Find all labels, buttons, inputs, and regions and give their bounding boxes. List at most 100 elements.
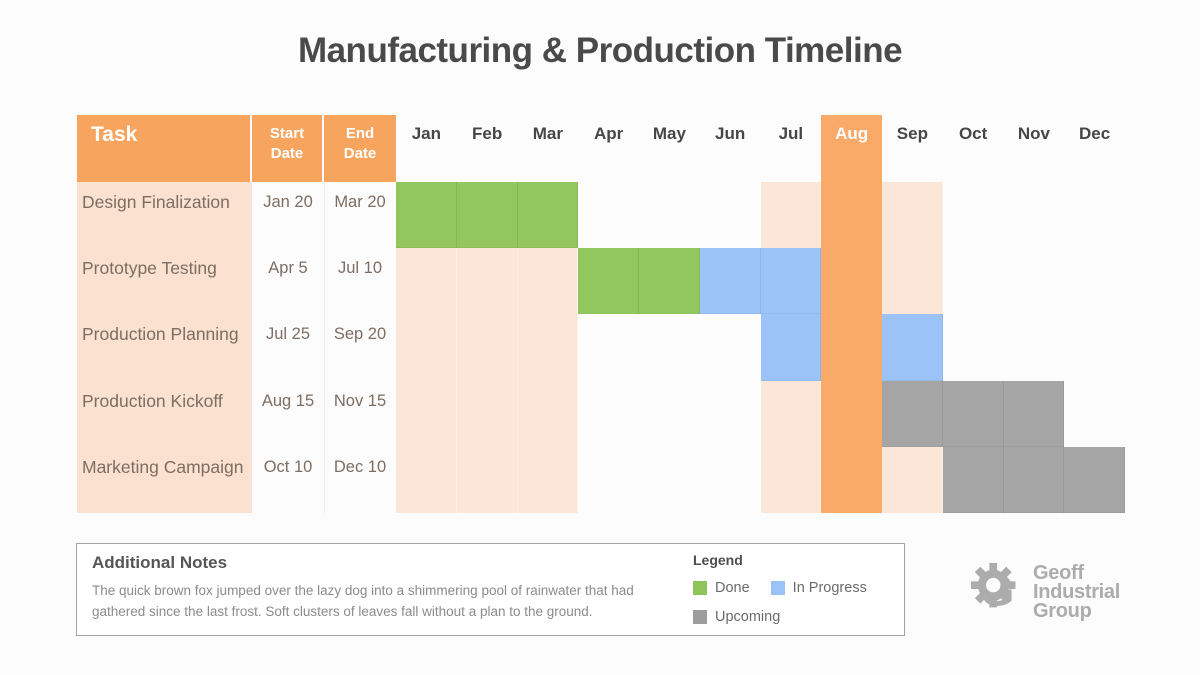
month-header-sep: Sep [896,124,928,143]
gantt-cell-empty [1064,182,1125,248]
gantt-cell-highlight [821,182,882,249]
task-name: Design Finalization [77,182,252,249]
gantt-cell-empty [639,182,700,248]
task-end-date: Sep 20 [324,314,396,380]
end-date-column-header: End Date [324,115,396,182]
task-start-date: Jan 20 [263,193,313,211]
gantt-cell-done [396,182,457,249]
gantt-cell-upcoming [882,380,943,447]
legend-item-upcoming: Upcoming [693,609,780,625]
month-header-jul: Jul [778,124,804,143]
gantt-cell-empty [943,314,1004,380]
gantt-cell-band [517,446,579,513]
gantt-cell-highlight [821,314,882,381]
gantt-cell-empty [1004,314,1065,380]
gantt-cell-band [760,446,822,513]
gantt-cell-band [882,446,943,513]
legend-item-done: Done [693,580,750,596]
gantt-cell-upcoming [1064,446,1125,513]
upcoming-swatch-icon [693,610,707,624]
task-start-date: Oct 10 [263,457,313,476]
gantt-cell-done [517,182,579,249]
start-date-column-header: Start Date [252,115,324,182]
logo-line: Group [1033,600,1092,622]
additional-notes-panel: Additional Notes The quick brown fox jum… [76,543,905,636]
gantt-cell-empty [943,248,1004,314]
gantt-cell-progress [882,314,943,381]
month-header-jun: Jun [715,124,746,143]
gantt-cell-band [517,380,579,447]
logo-line: Geoff [1033,562,1084,584]
gantt-cell-empty [1004,182,1065,248]
gantt-cell-empty [1064,314,1125,380]
month-header-may: May [652,124,686,143]
task-end-date: Jul 10 [324,248,396,314]
gantt-cell-band [517,248,579,315]
month-header-aug: Aug [821,115,882,182]
gantt-cell-empty [1004,248,1065,314]
gantt-cell-band [760,380,822,447]
month-header-dec: Dec [1079,124,1111,143]
gantt-cell-band [760,182,822,249]
task-column-header: Task [77,115,252,182]
month-header-mar: Mar [532,124,563,143]
gantt-cell-upcoming [942,380,1004,447]
gantt-cell-empty [639,381,700,447]
gantt-cell-progress [760,248,822,315]
task-end-date: Dec 10 [324,447,396,513]
company-logo: G Geoff Industrial Group [971,561,1120,624]
month-header-jan: Jan [411,124,442,143]
logo-line: Industrial [1033,581,1121,603]
legend-item-in-progress: In Progress [770,580,867,596]
legend-row: Upcoming [693,609,898,625]
gantt-cell-upcoming [1003,380,1065,447]
gantt-cell-empty [578,381,639,447]
gantt-cell-band [396,248,457,315]
gantt-cell-upcoming [942,446,1004,513]
gantt-cell-empty [943,182,1004,248]
gantt-cell-highlight [821,446,882,513]
task-name: Production Planning [77,314,252,381]
notes-title: Additional Notes [92,553,228,572]
gantt-cell-done [578,248,639,315]
gantt-cell-progress [760,314,822,381]
legend-row: Done In Progress [693,580,898,596]
gantt-cell-empty [578,314,639,380]
gantt-cell-highlight [821,380,882,447]
gantt-cell-band [396,380,457,447]
task-name: Marketing Campaign [77,446,252,513]
gantt-cell-progress [699,248,761,315]
task-end-date: Mar 20 [324,182,396,248]
gantt-cell-empty [1064,248,1125,314]
gantt-cell-empty [639,314,700,380]
task-name: Production Kickoff [77,380,252,447]
gantt-cell-band [396,314,457,381]
task-end-date: Nov 15 [324,381,396,447]
gantt-cell-band [456,446,518,513]
month-header-nov: Nov [1017,124,1050,143]
month-header-feb: Feb [472,124,503,143]
task-name: Prototype Testing [77,248,252,315]
gear-logo-icon: G [971,561,1029,624]
gantt-cell-band [456,314,518,381]
gantt-cell-empty [639,447,700,513]
legend-label: Done [715,580,750,596]
gantt-cell-band [456,248,518,315]
legend-label: Upcoming [715,609,781,625]
month-header-apr: Apr [593,124,624,143]
notes-body: The quick brown fox jumped over the lazy… [92,583,634,619]
task-start-date: Aug 15 [261,391,315,410]
gantt-cell-band [517,314,579,381]
gantt-cell-done [456,182,518,249]
gantt-cell-empty [1064,381,1125,447]
in-progress-swatch-icon [770,581,785,595]
gantt-cell-empty [700,314,761,380]
legend-label: In Progress [792,580,867,596]
gantt-cell-empty [578,447,639,513]
gantt-cell-empty [700,182,761,248]
gantt-cell-empty [700,381,761,447]
logo-text: Geoff Industrial Group [1033,562,1121,622]
gantt-cell-band [882,182,943,249]
gantt-cell-upcoming [1003,446,1065,513]
